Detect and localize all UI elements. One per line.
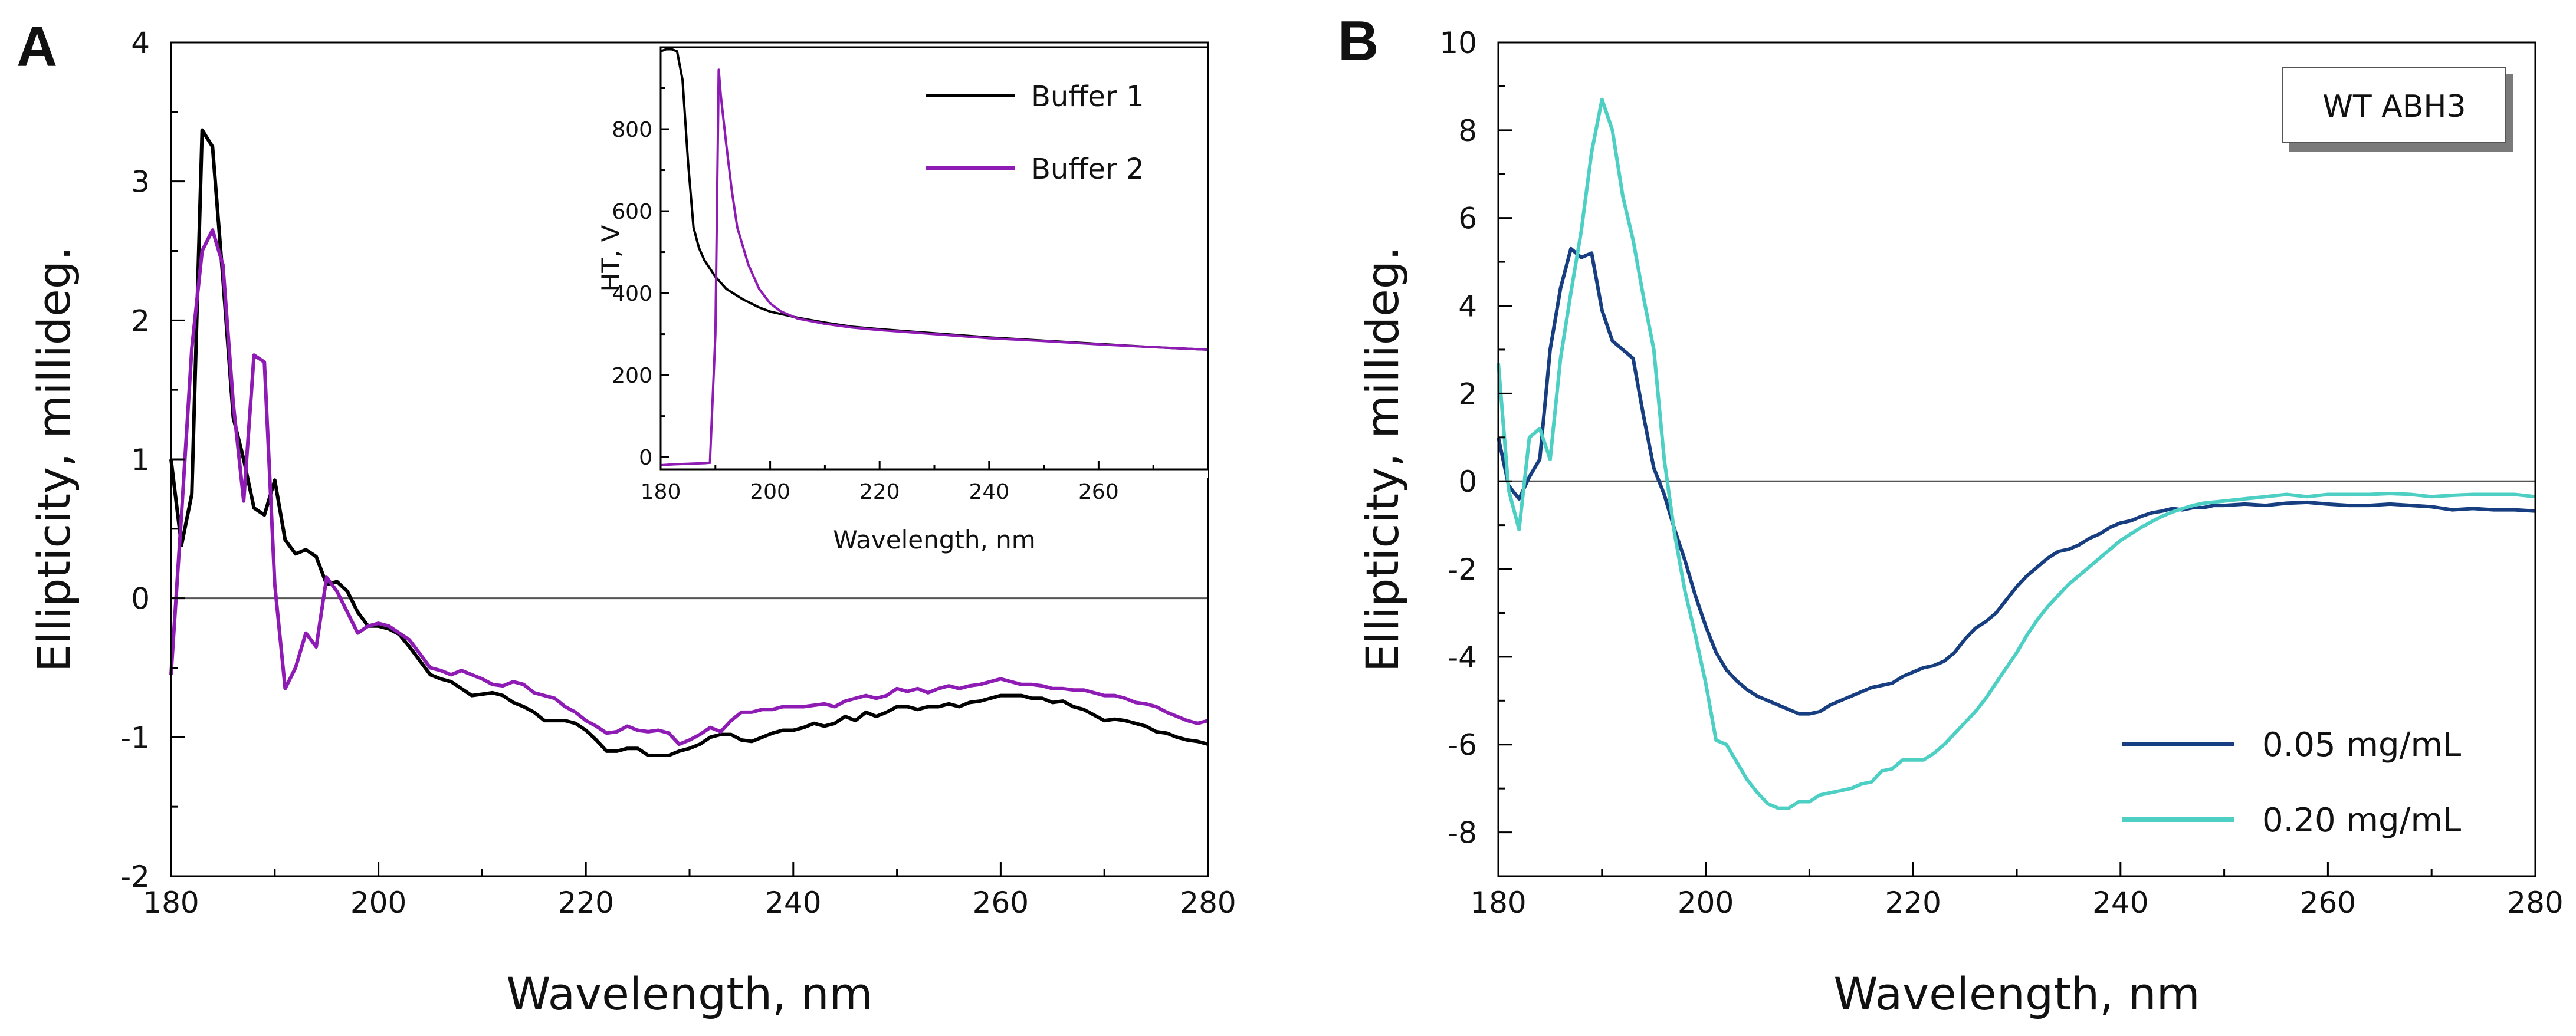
panel-b-y-tick-label: -4 — [1448, 640, 1477, 675]
panel-a-series-buffer-2-line — [169, 228, 1209, 746]
panel-b-series-group — [1497, 97, 2536, 810]
panel-b-x-tick-label: 260 — [2300, 886, 2356, 920]
inset-y-tick-label: 0 — [639, 446, 652, 470]
panel-label-b: B — [1338, 9, 1379, 73]
panel-b-y-tick-label: 4 — [1458, 290, 1477, 324]
panel-b-y-tick-label: -8 — [1448, 816, 1477, 850]
panel-a-x-tick-label: 200 — [350, 886, 406, 920]
inset-series-group — [660, 48, 1209, 466]
panel-b-x-tick-label: 200 — [1678, 886, 1734, 920]
panel-a-x-axis-title: Wavelength, nm — [506, 968, 872, 1020]
panel-a-x-tick-label: 280 — [1180, 886, 1236, 920]
inset-y-tick-label: 400 — [612, 282, 652, 306]
inset-x-tick-label: 240 — [969, 480, 1009, 504]
panel-a-axes: 180 200 220 240 260 280 -2 -1 0 1 2 3 4 — [120, 26, 1236, 920]
inset-y-tick-label: 600 — [612, 200, 652, 224]
panel-b-x-tick-label: 220 — [1885, 886, 1941, 920]
panel-b-axes: 180 200 220 240 260 280 -8 -6 -4 -2 0 2 4 6 8 10 — [1439, 26, 2563, 920]
panel-a-inset: 180 200 220 240 260 0 200 400 600 800 Wavelength,… — [596, 46, 1209, 554]
panel-b-y-tick-label: -2 — [1448, 552, 1477, 587]
panel-a-y-tick-label: 3 — [131, 165, 150, 199]
legend-label-buffer-2: Buffer 2 — [1031, 153, 1144, 186]
panel-b-y-tick-label: 2 — [1458, 377, 1477, 411]
legend-label-0-05: 0.05 mg/mL — [2262, 726, 2461, 764]
panel-a-y-tick-label: 1 — [131, 443, 150, 477]
panel-a-series-buffer-1-line — [169, 128, 1209, 757]
panel-b-y-tick-label: 8 — [1458, 114, 1477, 148]
panel-b-x-axis-title: Wavelength, nm — [1833, 968, 2200, 1020]
legend-label-0-20: 0.20 mg/mL — [2262, 801, 2461, 840]
panel-a-y-axis-title: Ellipticity, millideg. — [28, 246, 80, 672]
inset-y-axis-title: HT, V — [596, 225, 625, 291]
panel-b-y-tick-label: 0 — [1458, 465, 1477, 499]
inset-y-tick-label: 200 — [612, 364, 652, 388]
inset-x-tick-label: 200 — [750, 480, 790, 504]
legend-label-buffer-1: Buffer 1 — [1031, 80, 1144, 113]
panel-a-series-group — [169, 128, 1209, 757]
wt-abh3-label: WT ABH3 — [2322, 89, 2466, 124]
inset-series-buffer-2-line — [660, 68, 1209, 466]
panel-b-x-tick-label: 280 — [2507, 886, 2563, 920]
panel-a-legend: Buffer 1 Buffer 2 — [926, 80, 1144, 186]
panel-b-series-0-20-mg-ml-line — [1497, 97, 2536, 810]
panel-b-y-tick-label: 6 — [1458, 202, 1477, 236]
panel-b-chart: 180 200 220 240 260 280 -8 -6 -4 -2 0 2 4 6 8 10 Wavele… — [1356, 26, 2564, 1020]
inset-x-axis-title: Wavelength, nm — [833, 525, 1035, 554]
panel-a-x-tick-label: 220 — [557, 886, 613, 920]
inset-x-tick-label: 180 — [641, 480, 681, 504]
panel-label-a: A — [17, 15, 57, 78]
inset-x-tick-label: 220 — [859, 480, 900, 504]
panel-a-chart: 180 200 220 240 260 280 -2 -1 0 1 2 3 4 Wavelength, … — [28, 26, 1236, 1020]
panel-b-x-tick-label: 180 — [1470, 886, 1526, 920]
panel-b-y-tick-label: 10 — [1439, 26, 1477, 60]
panel-a-x-tick-label: 260 — [973, 886, 1029, 920]
panel-a-x-tick-label: 180 — [143, 886, 199, 920]
panel-b-x-tick-label: 240 — [2092, 886, 2148, 920]
inset-x-tick-label: 260 — [1078, 480, 1119, 504]
panel-a-y-tick-label: 2 — [131, 304, 150, 338]
inset-axes: 180 200 220 240 260 0 200 400 600 800 — [612, 87, 1154, 504]
panel-b-series-0-05-mg-ml-line — [1497, 246, 2536, 716]
panel-a-x-tick-label: 240 — [765, 886, 821, 920]
panel-b-y-tick-label: -6 — [1448, 728, 1477, 762]
panel-b-legend: 0.05 mg/mL 0.20 mg/mL — [2122, 726, 2461, 840]
panel-b-y-axis-title: Ellipticity, millideg. — [1356, 246, 1409, 672]
panel-a-y-tick-label: -1 — [120, 721, 150, 755]
panel-a-y-tick-label: 4 — [131, 26, 150, 60]
inset-y-tick-label: 800 — [612, 118, 652, 142]
panel-a-y-tick-label: 0 — [131, 582, 150, 616]
panel-b-annotation-box: WT ABH3 — [2282, 67, 2513, 152]
panel-a-y-tick-label: -2 — [120, 860, 150, 894]
